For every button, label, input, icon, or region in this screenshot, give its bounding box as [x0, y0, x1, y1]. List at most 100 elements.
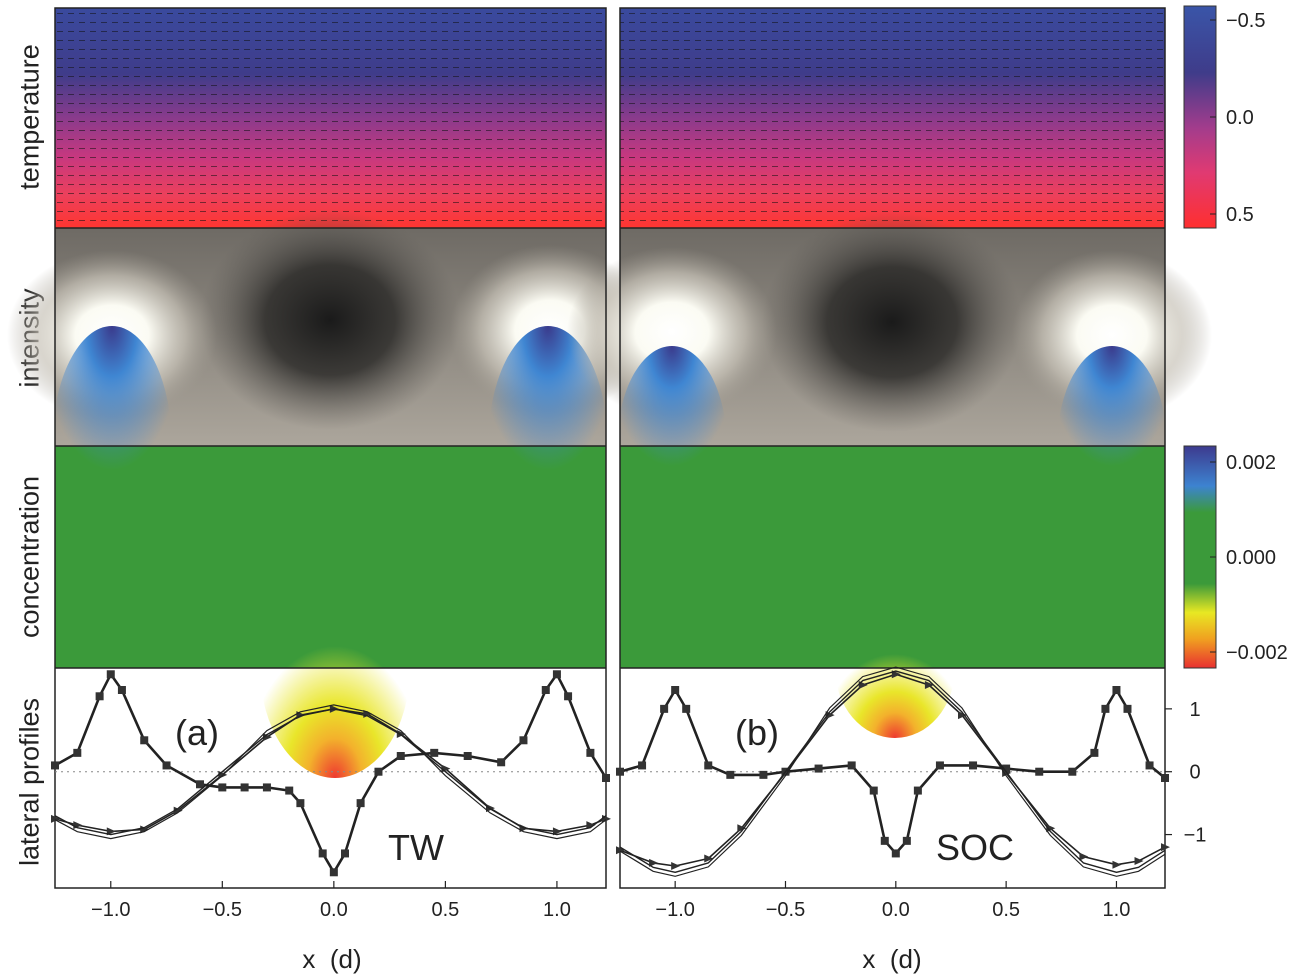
concentration-colorbar-tick-label-1: 0.000 — [1226, 547, 1276, 569]
panel-a-x-tick-label-4: 1.0 — [543, 899, 571, 921]
panel-a-series-0-point-10 — [262, 783, 271, 792]
panel-b-x-tick-label-2: 0.0 — [882, 899, 910, 921]
panel-a-label: (a) — [175, 712, 219, 753]
panel-b-series-0-point-25 — [1145, 761, 1154, 770]
panel-b-series-0-point-7 — [759, 770, 768, 779]
temperature-colorbar-tick-label-2: 0.5 — [1226, 204, 1254, 226]
panel-a-series-0-point-12 — [296, 799, 305, 808]
panel-b-series-0-point-11 — [869, 786, 878, 795]
panel-b-series-0-point-16 — [935, 761, 944, 770]
temperature-colorbar-tick-label-0: −0.5 — [1226, 10, 1265, 32]
panel-b-series-0-point-23 — [1112, 686, 1121, 694]
panel-a-series-0-point-9 — [240, 783, 249, 792]
concentration-colorbar: 0.002 0.000 −0.002 — [1183, 445, 1288, 669]
panel-b-tag: SOC — [936, 827, 1014, 868]
panel-b-frame — [619, 7, 1166, 889]
panel-a-series-0-point-21 — [497, 758, 506, 767]
panel-b-series-1-point-6 — [825, 711, 835, 720]
panel-b-series-0-point-1 — [638, 761, 647, 770]
panel-a-series-0-point-6 — [162, 761, 171, 770]
panel-a-series-0-point-2 — [95, 692, 104, 701]
panel-b-series-1-point-16 — [1161, 843, 1170, 852]
panel-a-series-0-point-20 — [463, 752, 472, 760]
panel-a-series-2-line — [54, 708, 607, 836]
panel-b-series-0-point-26 — [1161, 774, 1169, 782]
panel-a-series-0-point-0 — [51, 761, 59, 770]
concentration-colorbar-tick-label-0: 0.002 — [1226, 452, 1276, 474]
panel-b-x-tick-label-1: −0.5 — [766, 899, 805, 921]
panel-a-velocity-arrows — [55, 8, 606, 228]
panel-b-series-1-point-2 — [671, 862, 681, 870]
panel-a-series-0-point-17 — [374, 767, 383, 776]
panel-b-series-0-point-17 — [969, 761, 978, 770]
panel-a-series-0-line — [54, 673, 608, 874]
panel-b-series-0-point-10 — [847, 761, 856, 770]
panel-a-series-1-point-10 — [396, 730, 406, 738]
panel-b-series-1-point-9 — [924, 680, 934, 689]
panel-b-series-0-point-13 — [891, 849, 900, 858]
panel-b-x-tick-label-3: 0.5 — [992, 899, 1020, 921]
panel-b-series-2-outline — [619, 666, 1166, 877]
panel-b-series-0-point-5 — [704, 761, 713, 770]
panel-a-series-1-point-12 — [486, 804, 495, 813]
panel-a-tag: TW — [388, 827, 444, 868]
panel-b-series-0-point-15 — [913, 786, 922, 795]
panel-b-y-tick-label-2: −1 — [1184, 825, 1207, 847]
panel-a-series-2-outline — [54, 704, 607, 840]
panel-b-series-0-point-2 — [660, 704, 669, 713]
panel-a-series-1-point-2 — [106, 827, 116, 836]
panel-b-series-1-point-3 — [704, 854, 714, 863]
panel-a-series-0-point-19 — [430, 748, 439, 757]
panel-a-lateral-profiles: −1.0 −0.5 0.0 0.5 1.0 — [51, 670, 611, 921]
panel-b-velocity-arrows — [620, 8, 1165, 228]
panel-b-series-0-point-0 — [616, 767, 624, 776]
panel-a-series-1-point-0 — [51, 814, 60, 823]
panel-b-series-0-point-21 — [1090, 748, 1099, 757]
panel-b-lateral-profiles: −1.0 −0.5 0.0 0.5 1.0 1 0 −1 — [616, 666, 1207, 921]
panel-a-series-0-point-15 — [341, 849, 349, 858]
panel-a-intensity-dark-spot — [200, 210, 460, 430]
panel-a-series-0-point-4 — [117, 686, 126, 694]
panel-b-y-tick-label-0: 1 — [1189, 699, 1200, 721]
panel-a-x-axis-label: x (d) — [302, 944, 361, 974]
panel-b-series-2-line — [619, 670, 1166, 873]
panel-a-series-0-point-5 — [140, 736, 149, 745]
panel-b-series-0-point-14 — [902, 836, 911, 845]
panel-b-maps — [567, 8, 1212, 738]
panel-b-series-1-point-4 — [737, 824, 747, 833]
panel-b-label: (b) — [735, 712, 779, 753]
panel-a-series-0-point-16 — [356, 799, 365, 808]
panel-b-series-0-point-6 — [726, 770, 735, 779]
panel-a-series-0-point-14 — [329, 868, 338, 877]
panel-b-intensity-dark-spot — [762, 212, 1022, 432]
panel-a-series-0-point-18 — [396, 752, 405, 760]
panel-a-series-0-point-7 — [196, 780, 204, 789]
panel-b-series-1-point-12 — [1046, 824, 1056, 833]
panel-a-x-tick-label-3: 0.5 — [431, 899, 459, 921]
map-frames — [54, 7, 1166, 889]
temperature-colorbar: −0.5 0.0 0.5 — [1183, 5, 1265, 229]
panel-b-series-0-point-9 — [814, 764, 823, 773]
panel-a-series-0-point-1 — [73, 748, 82, 757]
panel-b-series-1-point-1 — [649, 858, 659, 867]
panel-b-series-1-point-14 — [1112, 860, 1122, 869]
panel-a-x-tick-label-2: 0.0 — [320, 899, 348, 921]
panel-a-series-0-point-13 — [318, 849, 327, 858]
panel-b-intensity-bright-right — [1012, 250, 1212, 420]
panel-a-series-1-point-14 — [552, 827, 562, 836]
panel-a-series-1-point-15 — [586, 821, 596, 830]
panel-a-series-0-point-23 — [541, 686, 550, 694]
panel-b-series-1-point-10 — [958, 711, 968, 720]
panel-b-series-1-point-13 — [1079, 852, 1089, 861]
panel-b-series-0-point-19 — [1035, 767, 1044, 776]
panel-b-series-1-point-0 — [616, 846, 625, 855]
concentration-colorbar-tick-label-2: −0.002 — [1226, 642, 1288, 664]
temperature-colorbar-tick-label-1: 0.0 — [1226, 107, 1254, 129]
panel-b-series-1-point-15 — [1134, 856, 1144, 865]
panel-a-x-tick-label-1: −0.5 — [203, 899, 242, 921]
panel-b-series-0-point-22 — [1101, 704, 1110, 713]
panel-b-series-0-point-18 — [1002, 764, 1011, 773]
panel-b-y-tick-label-1: 0 — [1189, 762, 1200, 784]
panel-a-series-0-point-25 — [564, 692, 573, 701]
panel-a-series-1-point-4 — [173, 806, 183, 815]
